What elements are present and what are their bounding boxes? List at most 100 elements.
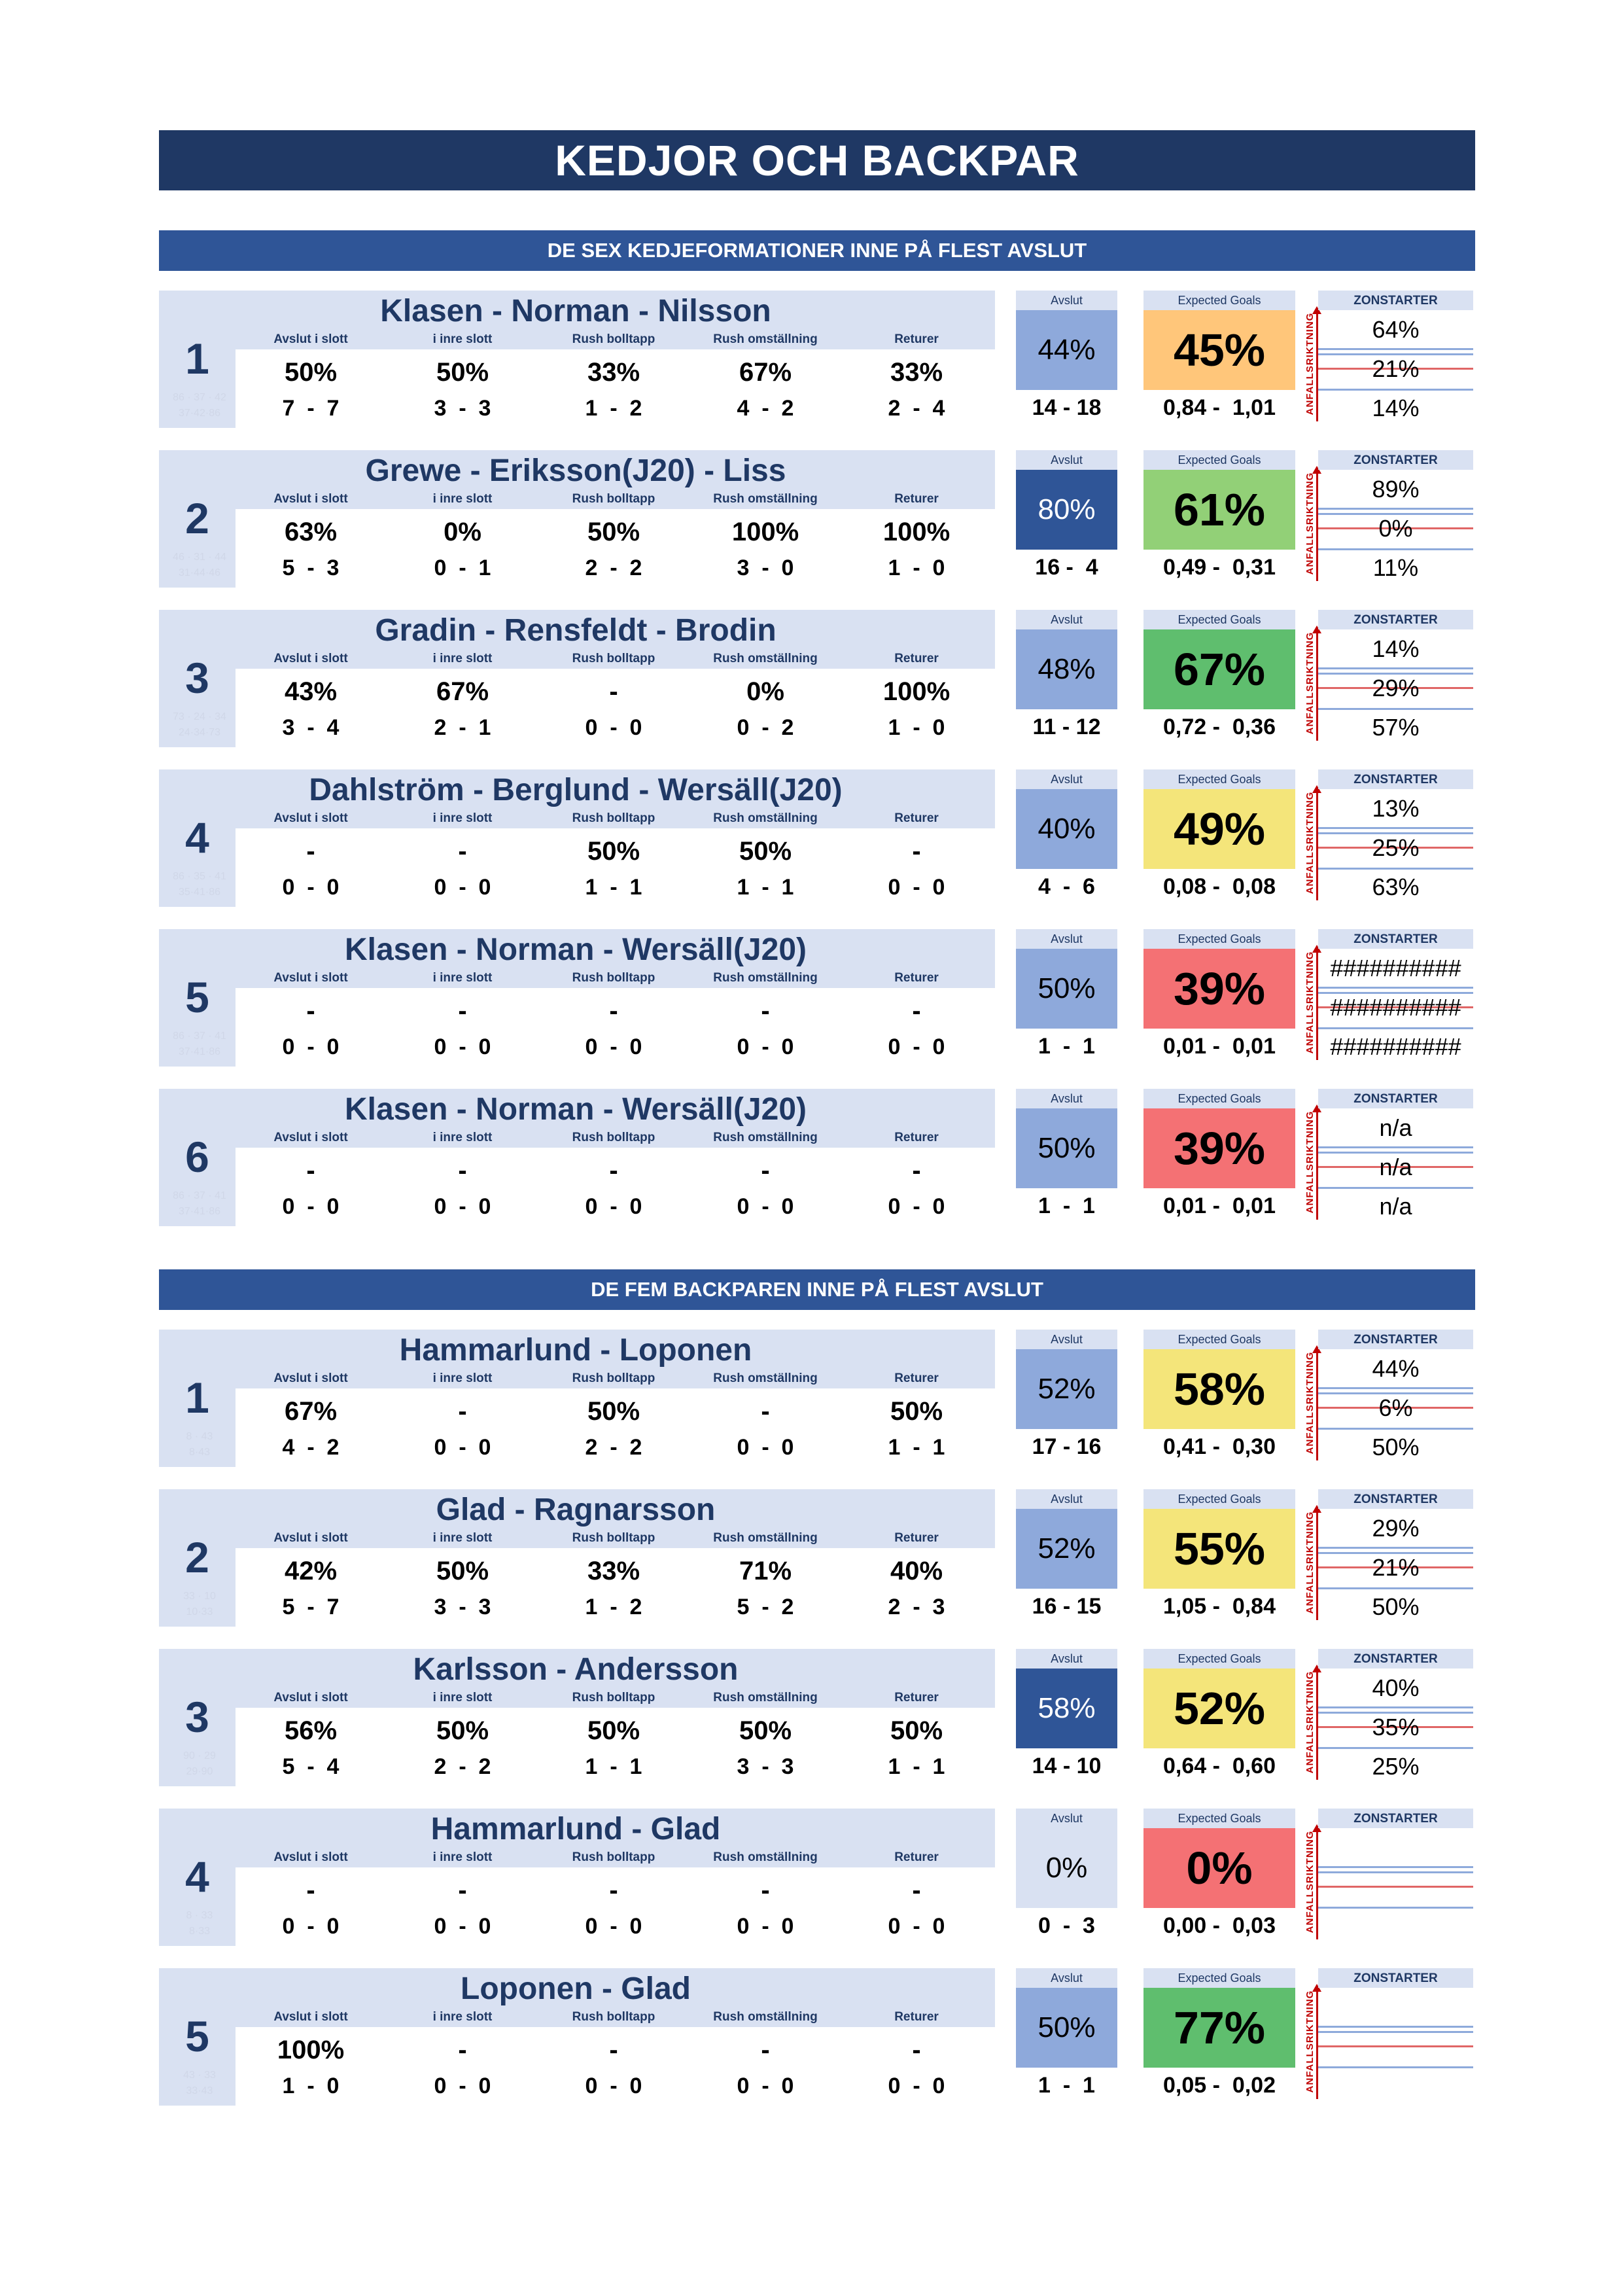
player-numbers: 86 · 37 · 41 37·41·86 (164, 1188, 236, 1220)
player-numbers: 86 · 37 · 41 37·41·86 (164, 1029, 236, 1060)
player-numbers-row: 86 · 37 · 41 (173, 1031, 226, 1042)
stat-percent: 50% (739, 1716, 792, 1745)
stat-count: 0 - 0 (434, 1194, 491, 1219)
stat-label: Rush omställning (713, 2010, 818, 2024)
zone-start-value: 25% (1372, 834, 1420, 861)
stat-percent: - (458, 1876, 467, 1905)
arrow-shaft (1316, 632, 1318, 741)
rank-number: 5 (185, 973, 209, 1021)
stat-label: Avslut i slott (273, 1371, 348, 1385)
line-block: 6 86 · 37 · 41 37·41·86 Klasen - Norman - W… (0, 1089, 1623, 1227)
arrow-shaft (1316, 1511, 1318, 1620)
zone-divider (1318, 1587, 1473, 1589)
zone-divider (1318, 513, 1473, 515)
player-numbers-row: 43 · 33 (183, 2070, 216, 2081)
stat-percent: - (609, 2036, 618, 2064)
stat-label: Returer (894, 2010, 939, 2024)
stat-label: Returer (894, 1531, 939, 1545)
stat-percent: 43% (284, 677, 338, 706)
zone-divider (1318, 368, 1473, 370)
attack-direction-label: ANFALLSRIKTNING (1304, 951, 1316, 1054)
player-numbers-row: 24·34·73 (178, 727, 221, 738)
stat-count: 1 - 0 (888, 556, 945, 580)
line-block: 1 86 · 37 · 42 37·42·86 Klasen - Norman - N… (0, 291, 1623, 429)
zone-divider (1318, 1886, 1473, 1888)
stat-count: 0 - 2 (737, 715, 794, 740)
xg-label: Expected Goals (1143, 1330, 1295, 1349)
stat-count: 7 - 7 (282, 396, 340, 421)
zone-start-value: ########## (1330, 994, 1461, 1021)
xg-count: 0,01 - 0,01 (1162, 1034, 1276, 1059)
player-numbers-row: 37·41·86 (178, 1206, 221, 1217)
player-numbers-row: 73 · 24 · 34 (173, 711, 226, 722)
player-numbers: 90 · 29 29·90 (164, 1748, 236, 1780)
shots-label: Avslut (1016, 1489, 1117, 1509)
zone-divider (1318, 1187, 1473, 1189)
zone-divider (1318, 1871, 1473, 1873)
stat-label: i inre slott (432, 1531, 493, 1545)
stat-label: Rush omställning (713, 652, 818, 665)
player-numbers: 8 · 33 8·33 (164, 1908, 236, 1939)
stat-label: Rush omställning (713, 1850, 818, 1864)
zone-divider (1318, 1866, 1473, 1868)
stat-label: Avslut i slott (273, 1531, 348, 1545)
xg-label: Expected Goals (1143, 1809, 1295, 1828)
xg-label: Expected Goals (1143, 929, 1295, 949)
label-band (236, 2007, 995, 2027)
stat-count: 0 - 1 (434, 556, 491, 580)
xg-percent: 45% (1143, 310, 1295, 390)
xg-count: 0,05 - 0,02 (1162, 2073, 1276, 2098)
zone-divider (1318, 2026, 1473, 2028)
stat-percent: 33% (890, 358, 943, 387)
stat-count: 1 - 2 (585, 1595, 642, 1619)
line-name: Klasen - Norman - Nilsson (380, 294, 771, 328)
stat-count: 0 - 0 (282, 1914, 340, 1939)
stat-label: Rush omställning (713, 1371, 818, 1385)
stat-percent: - (761, 2036, 770, 2064)
stat-count: 0 - 0 (434, 1034, 491, 1059)
shots-label: Avslut (1016, 291, 1117, 310)
stat-percent: - (609, 1876, 618, 1905)
shots-count: 16 - 4 (1035, 555, 1098, 580)
player-numbers: 73 · 24 · 34 24·34·73 (164, 709, 236, 741)
zone-start-value: 14% (1372, 635, 1420, 662)
zone-divider (1318, 673, 1473, 675)
zone-starts-label: ZONSTARTER (1318, 769, 1473, 789)
stat-count: 2 - 2 (434, 1754, 491, 1779)
player-numbers-row: 8 · 33 (186, 1910, 213, 1921)
stat-count: 0 - 0 (282, 875, 340, 900)
pair-block: 3 90 · 29 29·90 Karlsson - Andersson Avslut … (0, 1649, 1623, 1788)
attack-direction-label: ANFALLSRIKTNING (1304, 791, 1316, 894)
zone-start-value: 40% (1372, 1674, 1420, 1701)
xg-label: Expected Goals (1143, 450, 1295, 470)
rank-band (159, 1867, 236, 1946)
player-numbers-row: 46 · 31 · 44 (173, 552, 226, 563)
shots-percent: 50% (1016, 1988, 1117, 2068)
stat-label: Avslut i slott (273, 2010, 348, 2024)
stat-percent: - (458, 1156, 467, 1185)
zone-start-value: 29% (1372, 1515, 1420, 1542)
zone-divider (1318, 1907, 1473, 1909)
stat-percent: - (761, 997, 770, 1025)
zone-divider (1318, 389, 1473, 391)
stat-label: Rush bolltapp (572, 332, 655, 346)
xg-label: Expected Goals (1143, 1968, 1295, 1988)
pair-name: Loponen - Glad (461, 1971, 691, 2006)
zone-start-value: 6% (1378, 1394, 1413, 1421)
stat-percent: 40% (890, 1557, 943, 1585)
stat-label: Avslut i slott (273, 1850, 348, 1864)
stat-label: i inre slott (432, 1850, 493, 1864)
stat-percent: - (458, 2036, 467, 2064)
zone-divider (1318, 687, 1473, 689)
stat-count: 0 - 0 (585, 1194, 642, 1219)
stat-count: 0 - 0 (737, 1914, 794, 1939)
stat-percent: 71% (739, 1557, 792, 1585)
stat-label: Rush bolltapp (572, 2010, 655, 2024)
rank-number: 2 (185, 494, 209, 542)
attack-direction-label: ANFALLSRIKTNING (1304, 1830, 1316, 1934)
shots-percent: 58% (1016, 1669, 1117, 1748)
line-block: 2 46 · 31 · 44 31·44·46 Grewe - Eriksson(J2… (0, 450, 1623, 589)
arrow-shaft (1316, 1671, 1318, 1780)
stat-label: Returer (894, 492, 939, 506)
arrow-shaft (1316, 1990, 1318, 2099)
